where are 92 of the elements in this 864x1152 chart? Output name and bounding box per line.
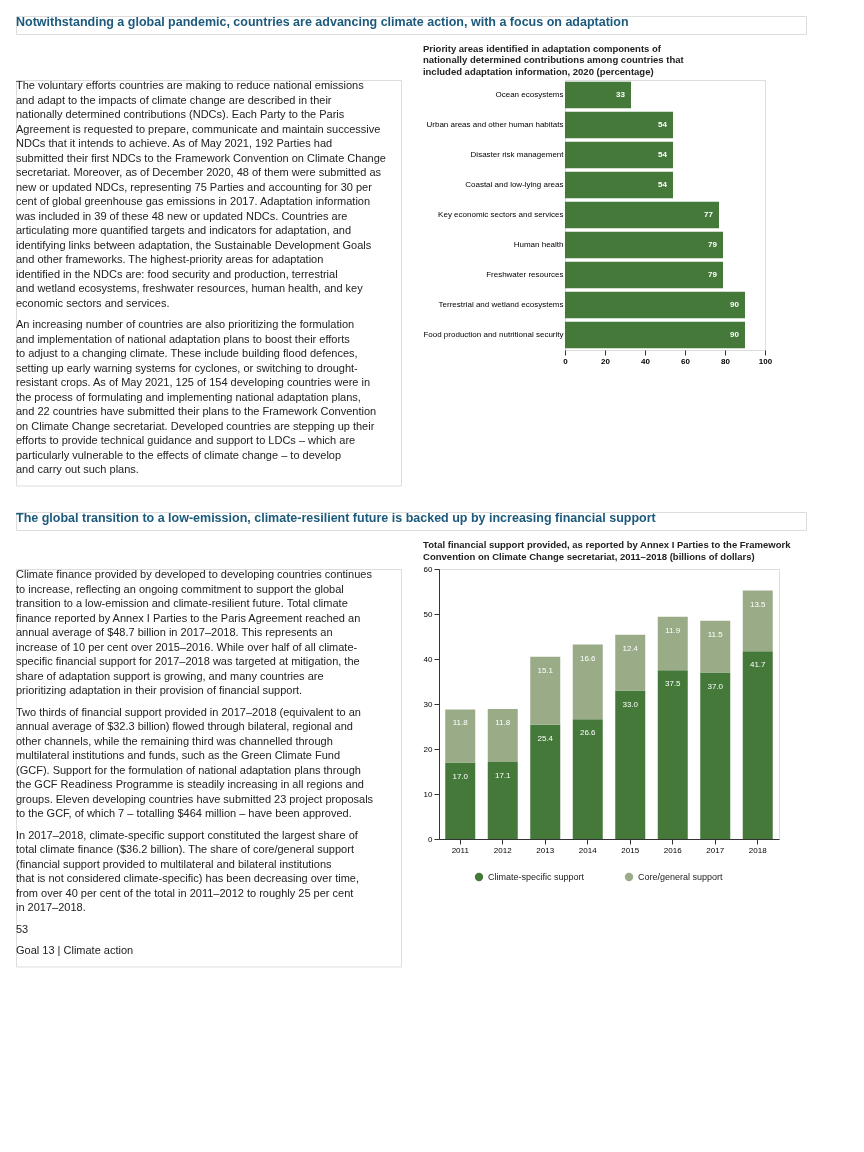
text: Goal 13 | Climate action	[16, 944, 134, 956]
x-tick-label: 2017	[706, 845, 725, 855]
data-label: 77	[704, 210, 714, 219]
data-label: 16.6	[579, 653, 597, 663]
bar	[572, 719, 603, 839]
bar	[445, 709, 476, 763]
data-label: 13.5	[749, 599, 767, 609]
y-tick-label: 10	[423, 789, 434, 799]
x-tick-label: 40	[641, 356, 651, 366]
y-tick-label: 40	[423, 654, 434, 664]
data-label: 33.0	[622, 699, 639, 709]
data-label: 37.0	[707, 681, 724, 691]
chart-title: Priority areas identified in adaptation components of nationally determined contributions among countries that included adaptation information, 2020 (percentage)	[422, 42, 685, 77]
y-tick-label: 60	[423, 564, 434, 574]
data-label: 33	[616, 90, 626, 99]
bar	[530, 724, 561, 839]
bar	[565, 321, 745, 349]
bar	[615, 690, 646, 839]
text: Two thirds of financial support provided in 2017–2018 (equivalent to an annual average of $32.3 billion) flowed through bilateral, regional and other channels, while the remaining third was channelled through multilateral institutions and funds, such as the Green Climate Fund (GCF). Support for the formulation of national adaptation plans through the GCF Readiness Programme is steadily increasing in all regions and groups. Eleven developing countries have submitted 23 project proposals to the GCF, of which 7 – totalling $464 million – have been approved.	[16, 705, 374, 819]
text: Notwithstanding a global pandemic, countries are advancing climate action, with a focus on adaptation	[16, 15, 629, 29]
y-tick-label: Terrestrial and wetland ecosystems	[438, 300, 564, 309]
x-tick-label: 2018	[748, 845, 768, 855]
bar	[572, 644, 603, 720]
data-label: 12.4	[622, 643, 639, 653]
data-label: 26.6	[579, 728, 597, 738]
legend-label: Core/general support	[638, 872, 724, 882]
y-tick-label: Key economic sectors and services	[438, 210, 564, 219]
x-tick-label: 2011	[451, 845, 470, 855]
x-tick-label: 2015	[621, 845, 640, 855]
bar	[565, 231, 723, 259]
text: The global transition to a low-emission, climate-resilient future is backed up by increasing financial support	[16, 511, 657, 525]
bar	[700, 620, 731, 673]
y-tick-label: Urban areas and other human habitats	[426, 120, 564, 129]
x-tick-label: 80	[721, 356, 731, 366]
data-label: 79	[708, 240, 718, 249]
y-tick-label: 20	[423, 744, 434, 754]
text: The voluntary efforts countries are making to reduce national emissions and adapt to the impacts of climate change are described in their nationally determined contributions (NDCs). Each Party to the Paris Agreement is requested to prepare, communicate and maintain successive NDCs that it intends to achieve. As of May 2021, 192 Parties had submitted their first NDCs to the Framework Convention on Climate Change secretariat. Moreover, as of December 2020, 48 of them were submitted as new or updated NDCs, representing 75 Parties and accounting for 30 per cent of global greenhouse gas emissions in 2017. Adaptation information was included in 39 of these 48 new or updated NDCs. Countries are articulating more quantified targets and indicators for adaptation, and identifying links between adaptation, the Sustainable Development Goals and other frameworks. The highest-priority areas for adaptation identified in the NDCs are: food security and production, terrestrial and wetland ecosystems, freshwater resources, human health, and key economic sectors and services.	[16, 79, 386, 309]
y-tick-label: Ocean ecosystems	[495, 90, 564, 99]
y-tick-label: Food production and nutritional security	[423, 330, 564, 339]
y-tick-label: Freshwater resources	[486, 270, 564, 279]
bar	[657, 670, 688, 839]
data-label: 37.5	[664, 679, 682, 689]
data-label: 54	[658, 150, 668, 159]
y-tick-label: 30	[423, 699, 434, 709]
x-tick-label: 2016	[663, 845, 683, 855]
data-label: 11.8	[452, 718, 469, 728]
text: An increasing number of countries are also prioritizing the formulation and implementation of national adaptation plans to boost their efforts to adjust to a changing climate. These include building flood defences, setting up early warning systems for cyclones, or switching to drought-resistant crops. As of May 2021, 125 of 154 developing countries were in the process of formulating and implementing national adaptation plans, and 22 countries have submitted their plans to the Framework Convention on Climate Change secretariat. Developed countries are stepping up their efforts to provide technical guidance and support to LDCs – which are particularly vulnerable to the effects of climate change – to develop and carry out such plans.	[16, 318, 377, 475]
bar	[565, 201, 719, 229]
bar	[565, 171, 673, 199]
data-label: 54	[658, 120, 668, 129]
bar	[615, 634, 646, 691]
bar	[742, 590, 773, 652]
data-label: 15.1	[537, 665, 554, 675]
y-tick-label: Coastal and low-lying areas	[465, 180, 564, 189]
bar	[565, 111, 673, 139]
data-label: 11.9	[665, 625, 681, 635]
data-label: 41.7	[749, 660, 767, 670]
bar	[487, 708, 518, 763]
data-label: 11.8	[495, 717, 511, 727]
y-tick-label: Human health	[513, 240, 564, 249]
data-label: 25.4	[537, 733, 554, 743]
x-tick-label: 2013	[536, 845, 555, 855]
y-tick-label: 50	[423, 609, 434, 619]
bar	[565, 141, 673, 169]
text: Climate finance provided by developed to developing countries continues to increase, reflecting an ongoing commitment to support the global transition to a low-emission and climate-resilient future. Total climate finance reported by Annex I Parties to the Paris Agreement reached an annual average of $48.7 billion in 2017–2018. This represents an increase of 10 per cent over 2015–2016. While over half of all climate-specific financial support for 2017–2018 was targeted at mitigation, the share of adaptation support is growing, and many countries are prioritizing adaptation in their provision of financial support.	[16, 568, 372, 696]
x-tick-label: 100	[758, 356, 773, 366]
text: In 2017–2018, climate-specific support constituted the largest share of total climate finance ($36.2 billion). The share of core/general support (financial support provided to multilateral and bilateral institutions that is not considered climate-specific) has been decreasing over time, from over 40 per cent of the total in 2011–2012 to roughly 25 per cent in 2017–2018.	[16, 828, 360, 913]
bar	[487, 762, 518, 839]
bar	[565, 291, 745, 319]
data-label: 79	[708, 270, 718, 279]
bar	[742, 651, 773, 839]
x-tick-label: 2014	[578, 845, 598, 855]
legend-label: Climate-specific support	[488, 872, 585, 882]
data-label: 54	[658, 180, 668, 189]
data-label: 17.0	[452, 771, 469, 781]
bar	[530, 656, 561, 725]
text: 53	[16, 922, 29, 935]
y-tick-label: Disaster risk management	[470, 150, 565, 159]
y-tick-label: 0	[428, 834, 434, 844]
x-tick-label: 20	[601, 356, 611, 366]
data-label: 17.1	[494, 771, 512, 781]
chart-title: Total financial support provided, as reported by Annex I Parties to the Framework Convention on Climate Change secretariat, 2011–2018 (billions of dollars)	[423, 539, 792, 562]
bar	[565, 81, 631, 109]
data-label: 90	[730, 300, 740, 309]
x-tick-label: 2012	[493, 845, 513, 855]
data-label: 90	[730, 330, 740, 339]
bar	[657, 616, 688, 671]
bar	[565, 261, 723, 289]
x-tick-label: 60	[681, 356, 691, 366]
bar	[700, 672, 731, 839]
data-label: 11.5	[707, 629, 724, 639]
bar	[445, 762, 476, 839]
